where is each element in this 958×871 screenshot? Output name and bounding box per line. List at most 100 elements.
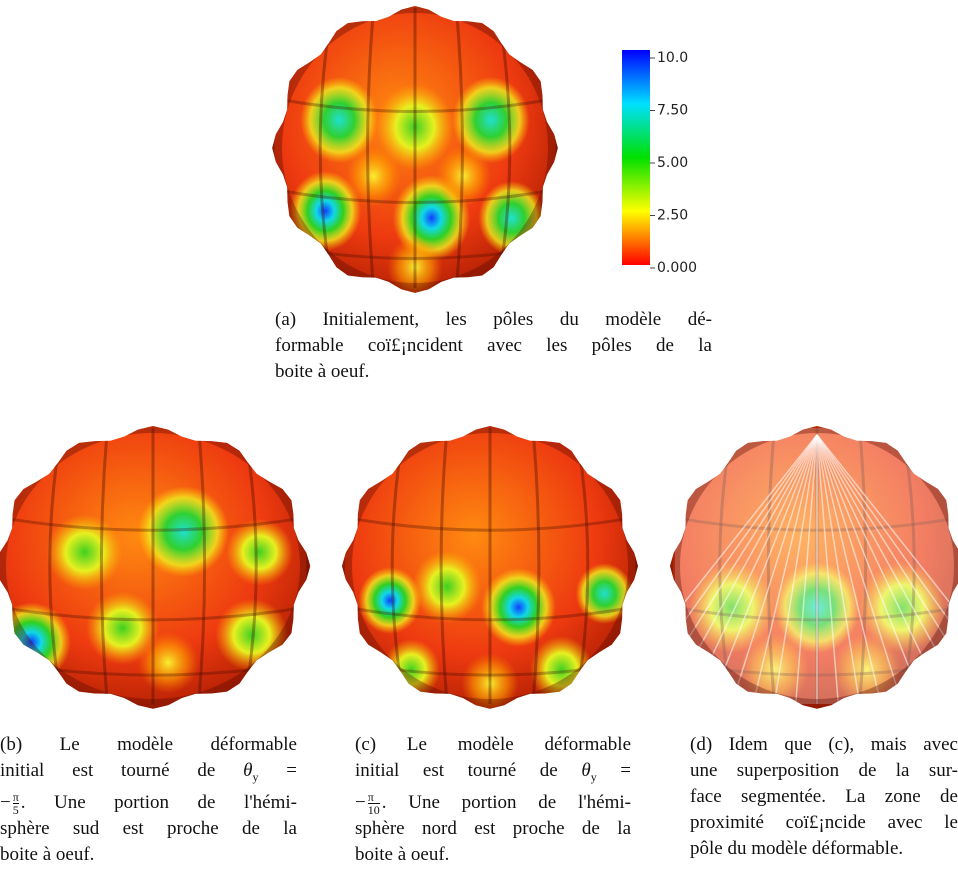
groove [0,605,306,622]
surface-blob [300,76,378,164]
sphere-render [272,6,558,293]
surface-blob [412,550,482,624]
overlay-line [816,434,840,705]
caption-text: boite à oeuf. [275,361,370,382]
caption-text: . Une portion de l'hémi- [381,791,631,813]
caption-text: (a) Initialement, les pôles du modèle dé… [275,309,712,330]
numerator: π [367,789,374,804]
surface-blob [358,567,422,634]
caption-line: formable coï£¡ncident avec les pôles de … [275,333,712,359]
caption: (b) Le modèle déformable initial est tour… [0,732,297,868]
math-sub: y [252,769,259,784]
groove [454,7,464,289]
math-sign: − [355,791,366,813]
caption-text: (c) Le modèle déformable [355,734,631,755]
overlay-line [816,434,925,705]
groove [439,427,449,705]
caption-line: (d) Idem que (c), mais avec [690,732,958,758]
caption-text: (d) Idem que (c), mais avec [690,734,958,755]
caption-text: initial est tourné de [355,760,558,781]
overlay-line [670,434,818,705]
caption-line: initial est tourné de θy = [355,758,631,790]
caption-text: boite à oeuf. [0,843,95,865]
groove [276,97,554,113]
overlay-line [816,434,882,705]
denominator: 10 [367,802,380,817]
caption-text: une superposition de la sur- [690,760,958,781]
overlay-line [731,434,818,705]
shade [342,426,638,709]
caption-line: − π 5. Une portion de l'hémi- [0,790,297,816]
surface-blob [289,170,362,252]
surface-blob [387,236,443,293]
overlay-line [752,434,818,705]
caption-text: sphère sud est proche de la [0,817,297,839]
caption-line: sphère nord est proche de la [355,816,631,842]
shade [670,426,958,709]
surface-blob [575,563,634,624]
math-sign: − [0,791,11,813]
overlay-line [709,434,818,705]
overlay-line [794,434,818,705]
overlay-line [816,434,958,705]
caption-line: proximité coï£¡ncide avec le [690,810,958,836]
surface-blob [376,83,454,171]
groove [346,605,634,622]
colorbar-label: 7.50 [657,103,688,119]
caption-line: boite à oeuf. [355,842,631,868]
overlay-line [773,434,818,705]
colorbar-label: 0.000 [657,260,697,276]
denominator: 5 [12,802,19,817]
caption-line: face segmentée. La zone de [690,784,958,810]
groove [197,427,207,705]
numerator: π [12,789,19,804]
caption-line: pôle du modèle déformable. [690,836,958,862]
surface-blob [435,145,491,207]
caption-text: face segmentée. La zone de [690,786,958,807]
surface-blob [137,632,199,693]
overlay-line [816,434,958,705]
overlay-line [816,434,958,705]
groove [346,516,634,532]
math-op: = [286,760,298,781]
math-sub: y [590,769,597,784]
caption: (a) Initialement, les pôles du modèle dé… [275,307,712,385]
math: θy [243,760,259,784]
sphere-render [342,426,638,709]
caption-text: formable coï£¡ncident avec les pôles de … [275,335,712,356]
sphere-render [0,426,311,709]
math-op: = [620,760,632,781]
overlay-line [670,434,818,705]
math-fraction: π 10 [367,789,380,817]
sphere-render [670,426,958,709]
caption-text: (b) Le modèle déformable [0,734,297,755]
shade [0,426,310,709]
surface-blob [346,145,402,207]
shade [272,6,558,293]
caption-line: initial est tourné de θy = [0,758,297,790]
overlay-line [816,434,861,705]
colorbar-label: 5.00 [657,155,688,171]
caption-line: (b) Le modèle déformable [0,732,297,758]
caption-line: une superposition de la sur- [690,758,958,784]
surface-blob [46,514,123,591]
colorbar-label: 2.50 [657,208,688,224]
surface-blob [452,76,530,164]
surface-blob [225,518,293,586]
math: θy [581,760,597,784]
groove [0,516,306,532]
caption: (d) Idem que (c), mais avec une superposi… [690,732,958,862]
caption-text: pôle du modèle déformable. [690,838,904,859]
caption-text: boite à oeuf. [355,843,450,865]
caption-line: boite à oeuf. [0,842,297,868]
surface-blob [481,567,556,647]
math-var: θ [243,760,253,781]
caption-line: − π 10. Une portion de l'hémi- [355,790,631,816]
surface-blob [461,652,519,709]
caption-text: sphère nord est proche de la [355,817,631,839]
caption-line: (a) Initialement, les pôles du modèle dé… [275,307,712,333]
caption-line: (c) Le modèle déformable [355,732,631,758]
colorbar-label: 10.0 [657,50,688,66]
